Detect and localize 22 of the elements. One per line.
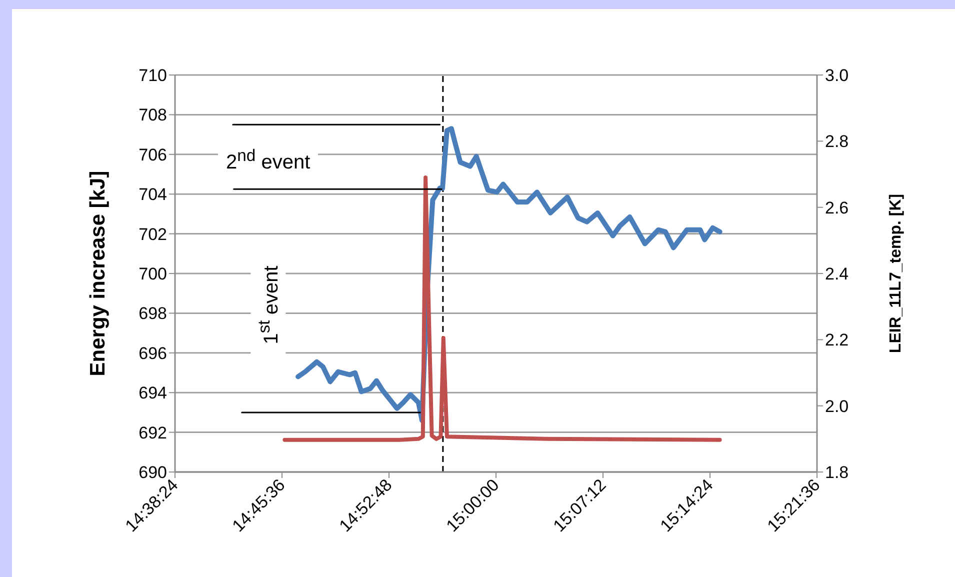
y2-axis-title: LEIR_11L7_temp. [K] xyxy=(888,194,905,354)
y-tick-label: 696 xyxy=(138,344,167,363)
y-tick-label: 700 xyxy=(138,264,167,284)
y-tick-label: 702 xyxy=(138,224,167,244)
y2-tick-label: 2.2 xyxy=(825,330,849,350)
y-tick-label: 710 xyxy=(138,66,167,86)
y-tick-label: 708 xyxy=(138,106,167,125)
annotation: 2$^{nd}$ event xyxy=(218,142,318,177)
y-axis-title: Energy increase [kJ] xyxy=(86,170,110,376)
y-tick-label: 692 xyxy=(138,423,167,442)
y2-tick-label: 2.0 xyxy=(825,396,849,416)
y-tick-label: 690 xyxy=(138,463,167,482)
y2-tick-label: 3.0 xyxy=(825,66,849,86)
y2-tick-label: 1.8 xyxy=(825,463,849,482)
y2-tick-label: 2.4 xyxy=(825,264,849,284)
y2-tick-label: 2.8 xyxy=(825,132,849,152)
y2-tick-label: 2.6 xyxy=(825,198,849,218)
y-tick-label: 706 xyxy=(138,145,167,164)
line-series xyxy=(282,176,722,442)
y-tick-label: 704 xyxy=(138,185,167,204)
y-tick-label: 698 xyxy=(138,304,167,324)
y-tick-label: 694 xyxy=(138,384,167,403)
